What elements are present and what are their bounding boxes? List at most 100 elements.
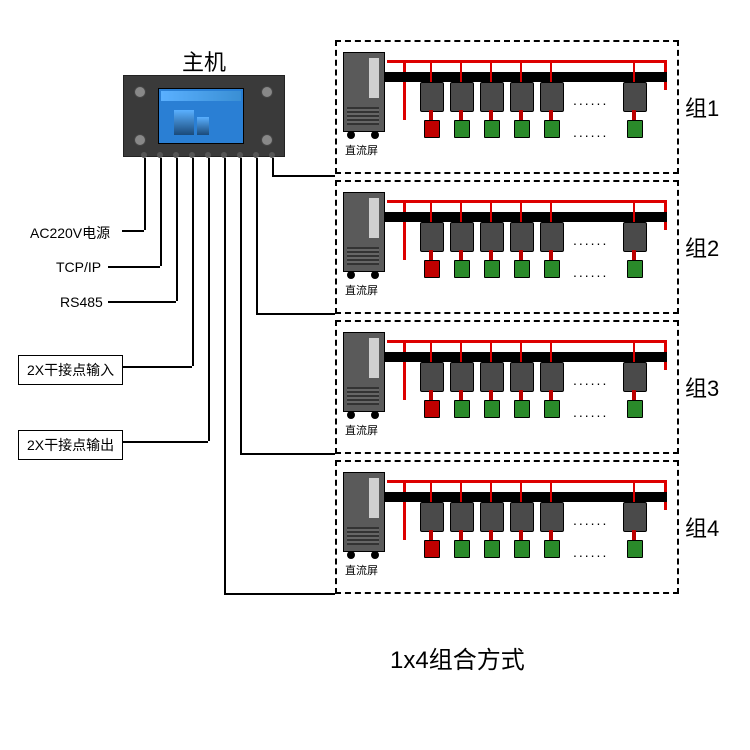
red-bus-wire [403, 200, 406, 260]
red-drop-wire [430, 63, 432, 82]
host-port-icon [221, 152, 227, 158]
red-bus-wire [387, 340, 667, 343]
black-bus-wire [385, 72, 667, 82]
host-screw-icon [261, 134, 273, 146]
red-drop-wire [460, 343, 462, 362]
red-drop-wire [520, 343, 522, 362]
ellipsis-icon: ...... [573, 372, 608, 388]
dc-cabinet-icon [343, 52, 383, 137]
ellipsis-icon: ...... [573, 124, 608, 140]
red-drop-wire [430, 203, 432, 222]
host-port-icon [269, 152, 275, 158]
battery-unit-icon [420, 222, 442, 277]
io-label-ac220v: AC220V电源 [30, 223, 110, 243]
red-drop-wire [550, 483, 552, 502]
ellipsis-icon: ...... [573, 544, 608, 560]
battery-unit-icon [450, 82, 472, 137]
battery-unit-icon [510, 222, 532, 277]
battery-unit-icon [420, 502, 442, 557]
host-port-icon [253, 152, 259, 158]
battery-unit-icon [510, 502, 532, 557]
black-bus-wire [385, 352, 667, 362]
red-bus-wire [387, 200, 667, 203]
diagram-caption: 1x4组合方式 [390, 640, 525, 675]
group-label: 组3 [685, 371, 719, 403]
red-drop-wire [633, 203, 635, 222]
red-drop-wire [490, 483, 492, 502]
red-bus-wire [403, 60, 406, 120]
battery-unit-icon [420, 362, 442, 417]
red-bus-wire [403, 340, 406, 400]
red-drop-wire [460, 63, 462, 82]
red-drop-wire [520, 63, 522, 82]
host-port-icon [141, 152, 147, 158]
battery-unit-icon [450, 362, 472, 417]
battery-unit-icon [623, 362, 645, 417]
battery-unit-icon [510, 362, 532, 417]
io-box-dry-in: 2X干接点输入 [18, 355, 123, 385]
host-screen [158, 88, 244, 144]
red-drop-wire [490, 63, 492, 82]
ellipsis-icon: ...... [573, 232, 608, 248]
red-drop-wire [633, 63, 635, 82]
ellipsis-icon: ...... [573, 404, 608, 420]
host-screw-icon [261, 86, 273, 98]
dc-cabinet-icon [343, 192, 383, 277]
red-drop-wire [460, 483, 462, 502]
host-port-icon [237, 152, 243, 158]
battery-unit-icon [420, 82, 442, 137]
red-drop-wire [550, 203, 552, 222]
io-box-dry-out: 2X干接点输出 [18, 430, 123, 460]
battery-unit-icon [480, 82, 502, 137]
red-drop-wire [633, 483, 635, 502]
battery-unit-icon [510, 82, 532, 137]
red-drop-wire [550, 63, 552, 82]
host-port-icon [205, 152, 211, 158]
host-screw-icon [134, 134, 146, 146]
red-drop-wire [520, 203, 522, 222]
red-drop-wire [490, 203, 492, 222]
battery-unit-icon [623, 82, 645, 137]
red-bus-wire [403, 480, 406, 540]
battery-unit-icon [540, 362, 562, 417]
red-drop-wire [633, 343, 635, 362]
host-port-icon [189, 152, 195, 158]
dc-cabinet-label: 直流屏 [345, 142, 378, 158]
host-screw-icon [134, 86, 146, 98]
dc-cabinet-label: 直流屏 [345, 562, 378, 578]
red-drop-wire [460, 203, 462, 222]
io-label-rs485: RS485 [60, 294, 103, 310]
red-drop-wire [430, 343, 432, 362]
host-port-icon [157, 152, 163, 158]
ellipsis-icon: ...... [573, 264, 608, 280]
dc-cabinet-label: 直流屏 [345, 282, 378, 298]
dc-cabinet-label: 直流屏 [345, 422, 378, 438]
ellipsis-icon: ...... [573, 92, 608, 108]
battery-unit-icon [540, 82, 562, 137]
group-label: 组2 [685, 231, 719, 263]
battery-unit-icon [623, 502, 645, 557]
battery-unit-icon [480, 222, 502, 277]
group-label: 组1 [685, 91, 719, 123]
battery-unit-icon [480, 362, 502, 417]
battery-unit-icon [480, 502, 502, 557]
group-label: 组4 [685, 511, 719, 543]
black-bus-wire [385, 492, 667, 502]
io-label-tcpip: TCP/IP [56, 259, 101, 275]
host-port-icon [173, 152, 179, 158]
red-drop-wire [520, 483, 522, 502]
red-drop-wire [430, 483, 432, 502]
battery-unit-icon [623, 222, 645, 277]
battery-unit-icon [450, 502, 472, 557]
red-bus-wire [387, 480, 667, 483]
red-drop-wire [490, 343, 492, 362]
ellipsis-icon: ...... [573, 512, 608, 528]
dc-cabinet-icon [343, 332, 383, 417]
red-bus-wire [387, 60, 667, 63]
host-title: 主机 [182, 45, 226, 77]
battery-unit-icon [540, 222, 562, 277]
battery-unit-icon [450, 222, 472, 277]
black-bus-wire [385, 212, 667, 222]
dc-cabinet-icon [343, 472, 383, 557]
red-drop-wire [550, 343, 552, 362]
